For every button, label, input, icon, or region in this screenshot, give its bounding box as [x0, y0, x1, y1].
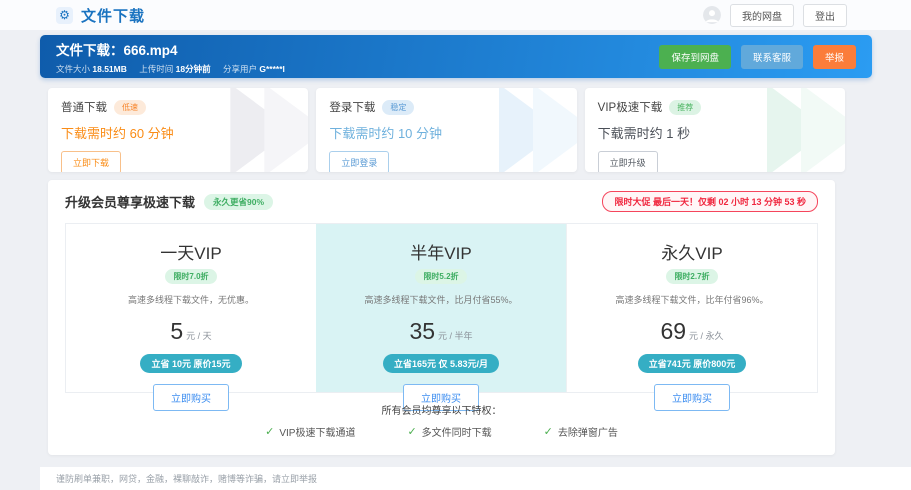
file-meta: 文件大小 18.51MB 上传时间 18分钟前 分享用户 G*****l	[56, 63, 295, 75]
savings-pill: 立省 10元 原价15元	[140, 354, 242, 373]
vip-panel-header: 升级会员尊享极速下载 永久更省90% 限时大促 最后一天！仅剩 02 小时 13…	[65, 191, 818, 212]
stable-badge: 稳定	[382, 99, 415, 115]
price-number: 35	[409, 318, 436, 344]
file-download-banner: 文件下载：666.mp4 文件大小 18.51MB 上传时间 18分钟前 分享用…	[40, 35, 872, 78]
file-size-label: 文件大小	[56, 63, 91, 74]
header-actions: 我的网盘 登出	[703, 3, 847, 27]
logout-button[interactable]: 登出	[803, 3, 847, 27]
discount-badge: 限时7.0折	[165, 269, 217, 284]
price-number: 69	[660, 318, 687, 344]
user-avatar[interactable]	[703, 6, 721, 24]
privilege-label: 多文件同时下载	[421, 428, 492, 439]
plan-description: 高速多线程下载文件，无优惠。	[127, 295, 254, 305]
buy-now-button[interactable]: 立即购买	[403, 384, 479, 411]
plan-permanent-vip[interactable]: 永久VIP 限时2.7折 高速多线程下载文件，比年付省96%。 69 元 / 永久…	[566, 224, 817, 411]
download-now-button[interactable]: 立即下载	[61, 151, 122, 172]
app-header: ⚙ 文件下载 我的网盘 登出	[0, 0, 911, 30]
header-brand: ⚙ 文件下载	[56, 5, 145, 26]
low-speed-badge: 低速	[114, 99, 146, 115]
report-button[interactable]: 举报	[812, 44, 856, 69]
check-icon: ✓	[543, 426, 553, 438]
discount-badge: 限时5.2折	[415, 269, 467, 284]
anti-fraud-notice: 谨防刷单兼职，网贷，金融，裸聊敲诈，赌博等诈骗，请立即举报	[56, 474, 318, 484]
my-drive-button[interactable]: 我的网盘	[730, 3, 794, 27]
normal-download-card: 普通下载 低速 下载需时约 60 分钟 立即下载	[48, 88, 309, 172]
app-logo-gear-icon: ⚙	[56, 6, 73, 24]
permanent-savings-badge: 永久更省90%	[204, 193, 274, 210]
save-to-drive-button[interactable]: 保存到网盘	[659, 44, 731, 69]
privilege-item: ✓ 多文件同时下载	[407, 424, 491, 439]
buy-now-button[interactable]: 立即购买	[153, 384, 229, 411]
login-download-card: 登录下载 稳定 下载需时约 10 分钟 立即登录	[316, 88, 577, 172]
plan-description: 高速多线程下载文件，比年付省96%。	[615, 295, 769, 305]
price-unit: 元 / 半年	[438, 331, 473, 341]
plan-half-year-vip[interactable]: 半年VIP 限时5.2折 高速多线程下载文件，比月付省55%。 35 元 / 半年…	[316, 224, 566, 411]
privilege-label: VIP极速下载通道	[279, 428, 356, 439]
plan-description: 高速多线程下载文件，比月付省55%。	[364, 295, 518, 305]
privilege-item: ✓ 去除弹窗广告	[544, 424, 618, 439]
app-title: 文件下载	[81, 7, 146, 25]
share-user-label: 分享用户	[223, 63, 258, 74]
page-footer: 谨防刷单兼职，网贷，金融，裸聊敲诈，赌博等诈骗，请立即举报	[40, 467, 911, 490]
download-options-row: 普通下载 低速 下载需时约 60 分钟 立即下载 登录下载 稳定 下载需时约 1…	[48, 88, 845, 172]
login-download-time: 下载需时约 10 分钟	[329, 126, 443, 141]
file-title: 文件下载：666.mp4	[56, 42, 178, 58]
banner-actions: 保存到网盘 联系客服 举报	[659, 44, 856, 69]
savings-pill: 立省741元 原价800元	[637, 354, 747, 373]
vip-pricing-panel: 升级会员尊享极速下载 永久更省90% 限时大促 最后一天！仅剩 02 小时 13…	[48, 180, 835, 455]
privilege-label: 去除弹窗广告	[557, 428, 618, 439]
privilege-item: ✓ VIP极速下载通道	[265, 424, 355, 439]
login-now-button[interactable]: 立即登录	[329, 151, 390, 172]
vip-download-time: 下载需时约 1 秒	[597, 126, 691, 141]
check-icon: ✓	[265, 426, 275, 438]
upload-time-value: 18分钟前	[175, 63, 211, 74]
privileges-title: 所有会员均尊享以下特权：	[381, 406, 502, 417]
plan-price: 69 元 / 永久	[567, 318, 817, 345]
upgrade-now-button[interactable]: 立即升级	[597, 151, 658, 172]
plan-price: 35 元 / 半年	[316, 318, 566, 345]
vip-download-card: VIP极速下载 推荐 下载需时约 1 秒 立即升级	[584, 88, 845, 172]
check-icon: ✓	[407, 426, 417, 438]
countdown-promo-badge: 限时大促 最后一天！仅剩 02 小时 13 分钟 53 秒	[602, 191, 818, 212]
savings-pill: 立省165元 仅 5.83元/月	[382, 354, 500, 373]
vip-download-title: VIP极速下载	[597, 102, 663, 114]
plan-name: 一天VIP	[160, 244, 222, 263]
price-unit: 元 / 永久	[689, 331, 724, 341]
share-user-value: G*****l	[259, 63, 285, 74]
member-privileges: 所有会员均尊享以下特权： ✓ VIP极速下载通道 ✓ 多文件同时下载 ✓ 去除弹…	[65, 402, 818, 439]
plan-name: 半年VIP	[410, 244, 472, 263]
recommended-badge: 推荐	[669, 99, 702, 115]
file-size-value: 18.51MB	[92, 63, 127, 74]
price-unit: 元 / 天	[186, 331, 212, 341]
normal-download-time: 下载需时约 60 分钟	[61, 126, 174, 141]
file-info: 文件下载：666.mp4 文件大小 18.51MB 上传时间 18分钟前 分享用…	[56, 39, 295, 75]
discount-badge: 限时2.7折	[666, 269, 718, 284]
login-download-title: 登录下载	[329, 102, 376, 114]
person-icon	[703, 6, 721, 24]
vip-section-title: 升级会员尊享极速下载	[65, 195, 196, 210]
plan-name: 永久VIP	[661, 244, 723, 263]
normal-download-title: 普通下载	[61, 102, 107, 114]
upload-time-label: 上传时间	[139, 63, 174, 74]
price-number: 5	[170, 318, 184, 344]
buy-now-button[interactable]: 立即购买	[654, 384, 730, 411]
contact-support-button[interactable]: 联系客服	[740, 44, 803, 69]
